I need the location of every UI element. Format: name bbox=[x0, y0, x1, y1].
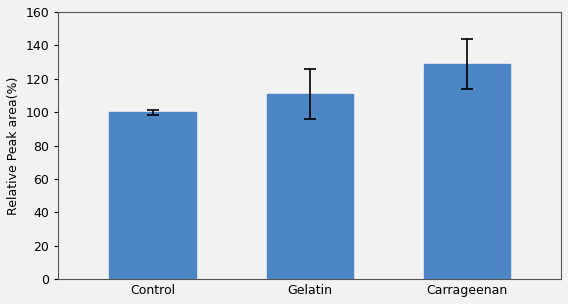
Bar bbox=[424, 64, 510, 279]
Bar bbox=[110, 112, 196, 279]
Bar bbox=[266, 94, 353, 279]
Y-axis label: Relative Peak area(%): Relative Peak area(%) bbox=[7, 76, 20, 215]
